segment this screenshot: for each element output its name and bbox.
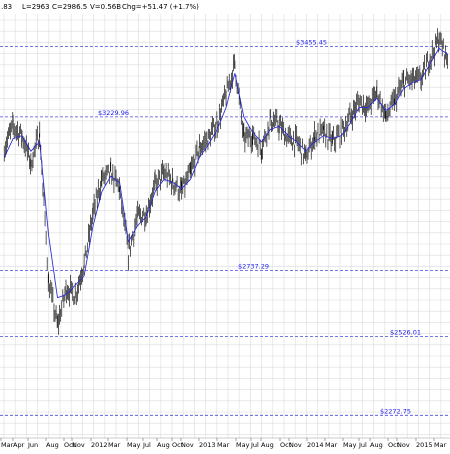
moving-average-line [3,47,449,299]
reference-level-label: $2526.01 [390,328,421,336]
x-tick-label: Nov [289,441,302,449]
x-tick-label: Oct [280,441,292,449]
x-tick-label: May [236,441,250,449]
reference-level-label: $3229.96 [98,109,129,117]
x-tick-label: Aug [261,441,274,449]
x-tick-label: Mar [217,441,230,449]
x-tick-label: 2014 [307,441,324,449]
x-tick-label: 2015 [416,441,433,449]
reference-level-label: $3455.45 [296,39,327,47]
x-tick-label: Jun [27,441,38,449]
ohlc-open: .83 [1,3,12,11]
x-tick-label: Jul [250,441,259,449]
x-tick-label: May [127,441,141,449]
reference-levels: $3455.45 $3229.96 $2737.29 $2526.01 $2272.75 [0,39,450,416]
x-tick-label: Nov [72,441,85,449]
x-tick-label: Aug [46,441,59,449]
x-tick-label: Apr [13,441,25,449]
x-tick-label: Aug [370,441,383,449]
ohlc-close: C=2986.5 [52,3,87,11]
x-tick-label: Mar [325,441,338,449]
x-tick-label: 2012 [91,441,108,449]
x-tick-label: Nov [397,441,410,449]
ohlc-header: .83 L=2963 C=2986.5 V=0.56B Chg=+51.47 (… [1,3,199,11]
x-tick-label: 2013 [199,441,216,449]
ohlc-volume: V=0.56B [90,3,121,11]
ohlc-low: L=2963 [22,3,50,11]
grid [0,14,450,438]
x-tick-label: Jul [142,441,151,449]
x-tick-label: Aug [157,441,170,449]
x-tick-label: Mar [1,441,14,449]
x-tick-label: Nov [181,441,194,449]
reference-level-label: $2272.75 [380,407,411,415]
x-tick-label: Oct [172,441,184,449]
x-tick-label: Oct [388,441,400,449]
moving-average [3,47,449,299]
ohlc-change: Chg=+51.47 (+1.7%) [122,3,199,11]
x-tick-label: Oct [64,441,76,449]
x-tick-label: Mar [108,441,121,449]
x-tick-label: May [343,441,357,449]
x-tick-label: Mar [434,441,447,449]
x-tick-label: Jul [358,441,367,449]
reference-level-label: $2737.29 [238,262,269,270]
